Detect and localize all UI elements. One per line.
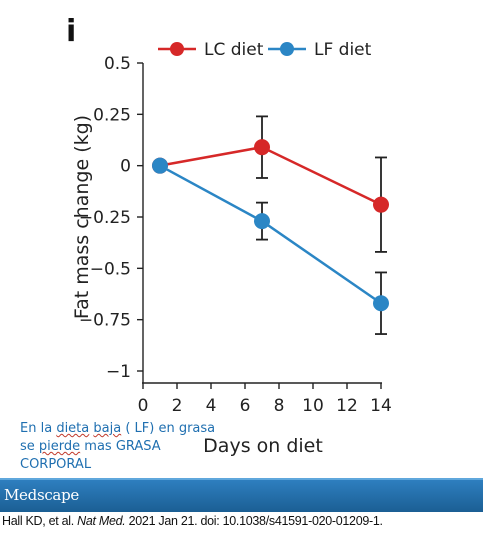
y-tick-label: −0.5 (90, 259, 131, 279)
y-tick-label: 0.5 (104, 54, 131, 74)
legend-swatch-marker (280, 42, 294, 56)
series-2 (152, 157, 389, 335)
data-point (152, 157, 168, 174)
x-axis-label: Days on diet (203, 435, 323, 457)
medscape-logo: Medscape (4, 486, 79, 504)
citation-journal: Nat Med. (77, 514, 126, 528)
fat-mass-chart: LC diet LF diet −1 −0.75 −0.5 −0.25 0 0.25 0.5 0… (71, 40, 392, 457)
citation-details: 2021 Jan 21. doi: 10.1038/s41591-020-012… (128, 514, 383, 528)
annotation-word: mas GRASA CORPORAL (20, 439, 161, 472)
legend-label: LF diet (314, 40, 372, 60)
series-line (159, 145, 382, 206)
annotation-word: dieta (56, 421, 90, 436)
annotation-word: ( LF) en grasa se (20, 421, 216, 454)
legend-label: LC diet (204, 40, 264, 60)
legend-swatch-marker (170, 42, 184, 56)
brand-bar: Medscape (0, 478, 483, 512)
x-tick-label: 12 (336, 396, 358, 416)
x-tick-label: 4 (206, 396, 217, 416)
annotation-note: En la dieta baja ( LF) en grasa se pierd… (20, 420, 220, 474)
y-tick-label: −0.75 (79, 311, 131, 331)
data-point (373, 196, 389, 213)
y-tick-label: 0 (120, 157, 131, 177)
series-1 (152, 115, 389, 253)
annotation-word: baja (93, 421, 122, 436)
data-point (373, 295, 389, 312)
y-tick-label: 0.25 (93, 105, 131, 125)
panel-label: i (66, 14, 77, 49)
x-tick-label: 8 (274, 396, 285, 416)
data-point (254, 213, 270, 230)
citation: Hall KD, et al. Nat Med. 2021 Jan 21. do… (2, 514, 383, 528)
x-tick-label: 2 (172, 396, 183, 416)
y-tick-label: −0.25 (79, 208, 131, 228)
x-tick-label: 6 (240, 396, 251, 416)
series-line (159, 164, 382, 305)
series-layer (152, 115, 389, 335)
axes: −1 −0.75 −0.5 −0.25 0 0.25 0.5 0 2 4 6 8 10 12 14 Fat m… (71, 54, 392, 457)
y-axis-label: Fat mass change (kg) (71, 115, 93, 319)
x-tick-label: 10 (302, 396, 324, 416)
annotation-word: pierde (38, 439, 81, 454)
x-tick-label: 14 (370, 396, 392, 416)
citation-authors: Hall KD, et al. (2, 514, 74, 528)
x-tick-label: 0 (138, 396, 149, 416)
legend: LC diet LF diet (158, 40, 372, 60)
y-tick-label: −1 (106, 362, 131, 382)
annotation-word: En la (20, 421, 53, 436)
data-point (254, 139, 270, 156)
